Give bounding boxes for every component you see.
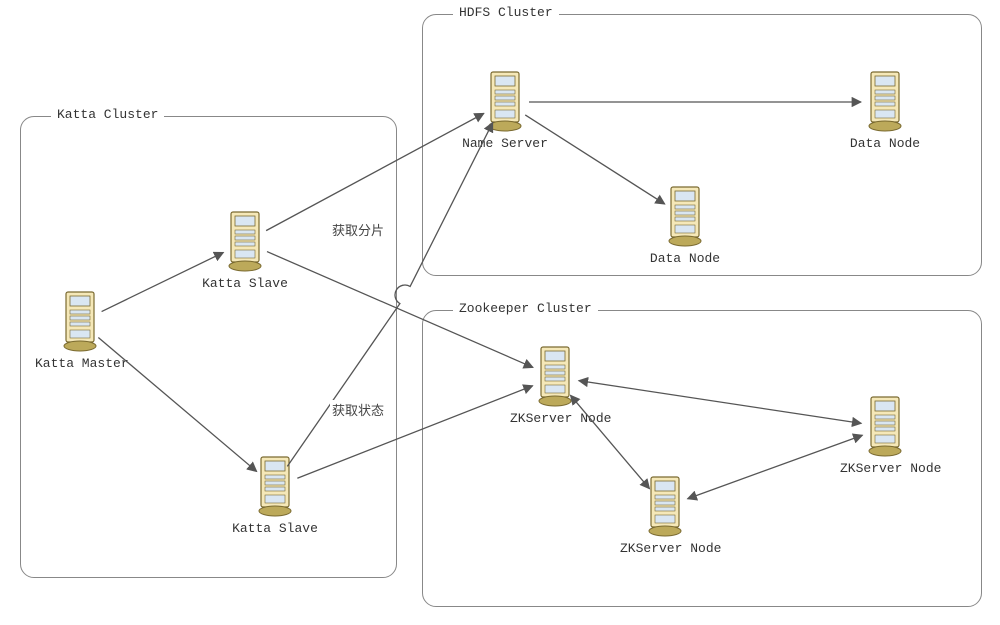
node-label-katta_slave1: Katta Slave <box>200 276 290 291</box>
node-katta_slave2: Katta Slave <box>230 455 320 536</box>
server-icon <box>60 290 100 354</box>
edge-label-fetch_shard: 获取分片 <box>330 220 386 239</box>
server-icon <box>485 70 525 134</box>
cluster-label-hdfs: HDFS Cluster <box>453 5 559 20</box>
node-label-katta_master: Katta Master <box>35 356 125 371</box>
node-label-zk2: ZKServer Node <box>620 541 710 556</box>
node-katta_master: Katta Master <box>35 290 125 371</box>
server-icon <box>645 475 685 539</box>
node-name_server: Name Server <box>460 70 550 151</box>
diagram-canvas: Katta Cluster HDFS Cluster Zookeeper Clust… <box>0 0 1000 625</box>
node-label-katta_slave2: Katta Slave <box>230 521 320 536</box>
node-label-data_node1: Data Node <box>640 251 730 266</box>
node-label-zk1: ZKServer Node <box>510 411 600 426</box>
server-icon <box>535 345 575 409</box>
server-icon <box>225 210 265 274</box>
server-icon <box>865 395 905 459</box>
node-zk2: ZKServer Node <box>620 475 710 556</box>
node-label-zk3: ZKServer Node <box>840 461 930 476</box>
node-label-name_server: Name Server <box>460 136 550 151</box>
node-zk1: ZKServer Node <box>510 345 600 426</box>
edge-label-fetch_status: 获取状态 <box>330 400 386 419</box>
server-icon <box>865 70 905 134</box>
node-data_node2: Data Node <box>840 70 930 151</box>
node-zk3: ZKServer Node <box>840 395 930 476</box>
server-icon <box>665 185 705 249</box>
node-data_node1: Data Node <box>640 185 730 266</box>
cluster-label-zk: Zookeeper Cluster <box>453 301 598 316</box>
server-icon <box>255 455 295 519</box>
cluster-label-katta: Katta Cluster <box>51 107 164 122</box>
node-katta_slave1: Katta Slave <box>200 210 290 291</box>
node-label-data_node2: Data Node <box>840 136 930 151</box>
